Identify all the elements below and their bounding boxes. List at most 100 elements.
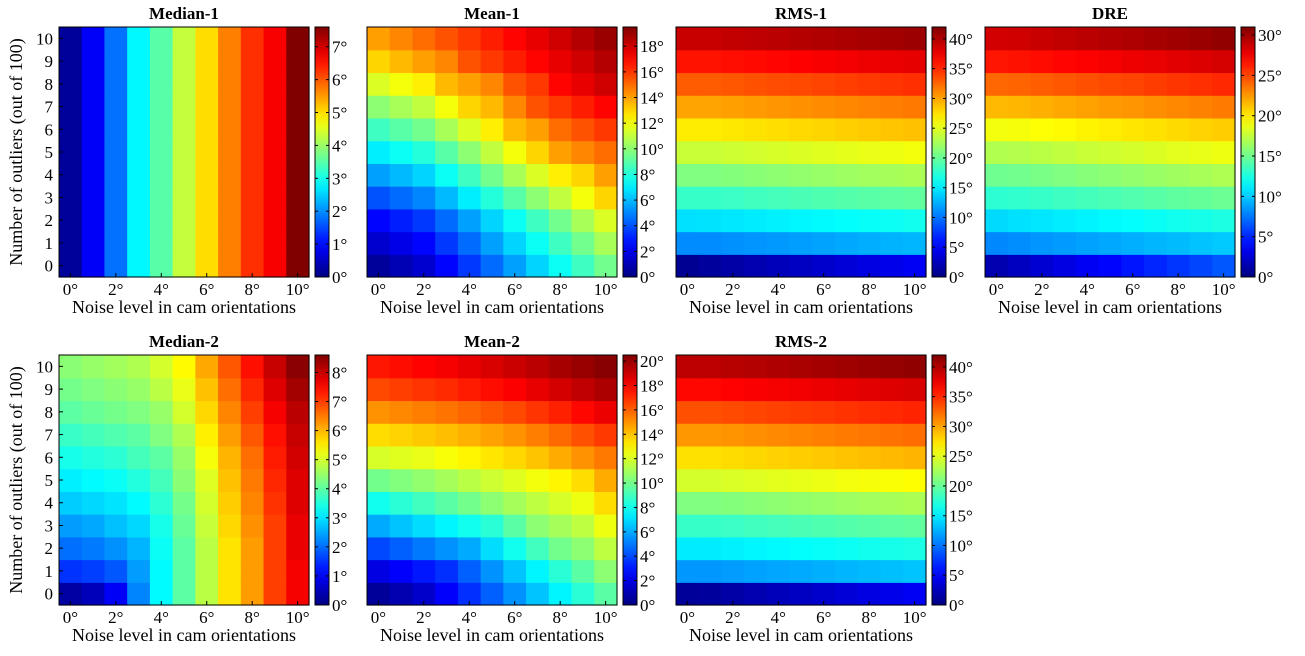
heatmap-cell — [857, 186, 882, 210]
heatmap-cell — [218, 468, 242, 492]
heatmap-cell — [812, 231, 836, 255]
heatmap-cell — [503, 423, 527, 447]
colorbar — [314, 354, 330, 606]
heatmap-cell — [744, 491, 768, 515]
heatmap-cell — [1075, 140, 1100, 164]
x-tick-label: 8° — [862, 280, 877, 299]
heatmap-cell — [698, 491, 723, 515]
heatmap-cell — [698, 163, 723, 187]
y-tick-label: 9 — [45, 52, 54, 71]
heatmap-cell — [571, 208, 595, 233]
heatmap-cell — [457, 377, 482, 402]
heatmap-cell — [263, 140, 287, 164]
heatmap-cell — [457, 423, 482, 447]
heatmap-cell — [880, 254, 904, 278]
heatmap-cell — [880, 491, 904, 515]
heatmap-cell — [1189, 208, 1213, 233]
heatmap-cell — [457, 117, 482, 142]
colorbar-tick-label: 0° — [640, 596, 655, 615]
heatmap-cell — [503, 49, 527, 74]
heatmap-cell — [526, 254, 550, 278]
heatmap-cell — [766, 254, 791, 278]
heatmap-cell — [263, 536, 287, 561]
x-axis-label: Noise level in cam orientations — [689, 625, 913, 645]
heatmap-cell — [412, 445, 436, 470]
heatmap-cell — [594, 536, 618, 561]
heatmap-cell — [412, 208, 436, 233]
x-tick-label: 0° — [63, 608, 78, 627]
heatmap-cell — [526, 231, 550, 255]
heatmap-cell — [480, 355, 504, 379]
x-axis-label: Noise level in cam orientations — [380, 625, 604, 645]
heatmap-cell — [389, 468, 414, 492]
heatmap-cell — [1166, 208, 1191, 233]
heatmap-cell — [903, 27, 927, 51]
heatmap-cell — [457, 49, 482, 74]
heatmap-cell — [367, 254, 391, 278]
heatmap-cell — [526, 468, 550, 492]
y-tick-label: 10 — [36, 357, 53, 376]
heatmap-cell — [835, 186, 859, 210]
y-tick-label: 0 — [45, 585, 54, 604]
heatmap-cell — [127, 536, 151, 561]
heatmap-cell — [880, 49, 904, 74]
heatmap-cell — [857, 514, 882, 538]
heatmap-cell — [985, 231, 1009, 255]
heatmap-cell — [127, 377, 151, 402]
heatmap-cell — [1144, 117, 1168, 142]
heatmap-cell — [1075, 254, 1100, 278]
heatmap-cell — [1121, 95, 1145, 119]
heatmap-cell — [789, 231, 813, 255]
heatmap-cell — [744, 377, 768, 402]
heatmap-cell — [766, 117, 791, 142]
heatmap-cell — [457, 491, 482, 515]
heatmap-cell — [812, 582, 836, 606]
heatmap-cell — [172, 423, 196, 447]
colorbar-tick-label: 20° — [949, 149, 973, 168]
heatmap-cell — [457, 514, 482, 538]
heatmap-cell — [104, 163, 128, 187]
heatmap-cell — [1075, 117, 1100, 142]
heatmap-cell — [1053, 117, 1077, 142]
heatmap-cell — [676, 423, 700, 447]
x-tick-label: 2° — [1034, 280, 1049, 299]
heatmap-cell — [698, 445, 723, 470]
heatmap-cell — [1007, 254, 1032, 278]
heatmap-cell — [571, 536, 595, 561]
heatmap-cell — [367, 208, 391, 233]
heatmap-cell — [835, 163, 859, 187]
heatmap-cell — [172, 582, 196, 606]
x-tick-label: 4° — [154, 280, 169, 299]
heatmap-cell — [435, 582, 459, 606]
heatmap-cell — [903, 72, 927, 96]
heatmap-cell — [698, 377, 723, 402]
heatmap-cell — [903, 95, 927, 119]
heatmap-cell — [903, 582, 927, 606]
heatmap-cell — [435, 355, 459, 379]
heatmap-cell — [1144, 254, 1168, 278]
heatmap-cell — [172, 400, 196, 424]
x-tick-label: 6° — [1125, 280, 1140, 299]
colorbar-tick-label: 2° — [640, 572, 655, 591]
heatmap-cell — [571, 254, 595, 278]
heatmap-cell — [676, 491, 700, 515]
heatmap-cell — [104, 208, 128, 233]
heatmap-cell — [1030, 186, 1054, 210]
heatmap-cell — [571, 163, 595, 187]
heatmap-cell — [480, 27, 504, 51]
heatmap-cell — [480, 400, 504, 424]
heatmap-cell — [218, 72, 242, 96]
heatmap-cell — [81, 491, 106, 515]
heatmap-cell — [457, 536, 482, 561]
heatmap-cell — [526, 72, 550, 96]
heatmap-cell — [721, 140, 745, 164]
heatmap-cell — [263, 254, 287, 278]
heatmap-cell — [721, 27, 745, 51]
heatmap-cell — [835, 468, 859, 492]
heatmap-cell — [195, 208, 219, 233]
heatmap-cell — [903, 491, 927, 515]
heatmap-cell — [457, 27, 482, 51]
heatmap-cell — [286, 400, 310, 424]
heatmap-cell — [172, 208, 196, 233]
x-tick-label: 8° — [245, 608, 260, 627]
